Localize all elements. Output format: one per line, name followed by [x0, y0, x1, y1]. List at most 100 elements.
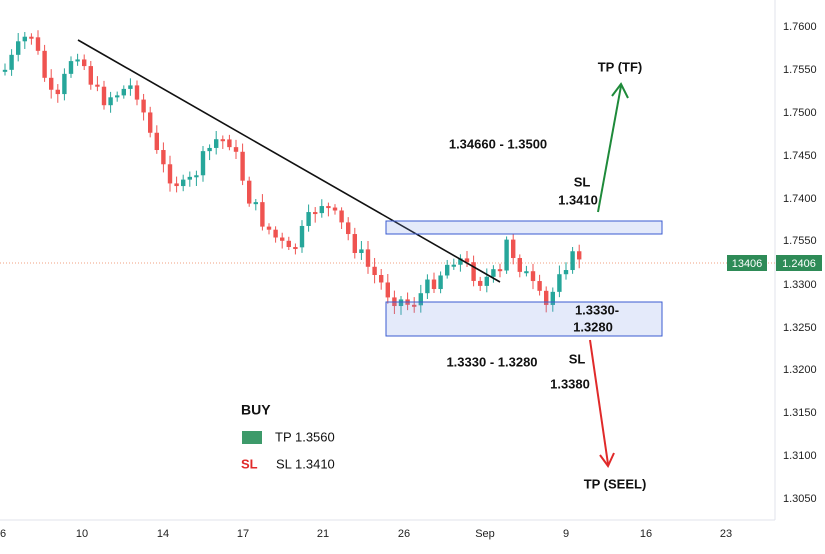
annotation: SL [569, 351, 586, 366]
candle-body [412, 304, 417, 307]
annotation: TP (SEEL) [584, 476, 647, 491]
candle-body [385, 282, 390, 298]
candle-body [115, 95, 120, 98]
candle-body [22, 36, 27, 42]
price-label: 1.3250 [783, 322, 817, 334]
time-label: 10 [76, 528, 88, 540]
candle-body [55, 89, 60, 95]
candle-body [181, 179, 186, 187]
price-label: 1.3150 [783, 407, 817, 419]
candle-body [431, 279, 437, 290]
support-zone [385, 301, 663, 337]
price-label: 1.3050 [783, 493, 817, 505]
candle-body [253, 202, 258, 205]
candle-body [346, 222, 351, 235]
candle-body [544, 290, 549, 305]
candle-body [550, 291, 555, 305]
time-label: 6 [0, 528, 6, 540]
candle-body [233, 147, 239, 152]
candle-body [379, 275, 384, 283]
bid-tag-bg [727, 255, 767, 271]
candle-body [187, 176, 192, 180]
candle-body [200, 151, 206, 176]
candle-body [207, 147, 212, 152]
time-label: 26 [398, 528, 410, 540]
candle-body [273, 229, 278, 238]
candle-body [35, 37, 41, 51]
legend-sl-icon: SL [241, 456, 258, 471]
candle-body [537, 281, 542, 291]
candle-body [471, 262, 476, 281]
candle-body [418, 293, 423, 306]
candles [2, 30, 582, 315]
candle-body [240, 151, 245, 181]
down-arrow-head [599, 452, 615, 468]
candle-body [227, 139, 232, 148]
candle-body [174, 183, 179, 187]
up-arrow-head [611, 82, 629, 99]
annotation: 1.3330- [575, 302, 619, 317]
candle-body [577, 251, 582, 260]
candle-body [365, 249, 371, 267]
candle-body [464, 258, 470, 263]
candle-body [101, 86, 107, 106]
candle-body [266, 226, 272, 230]
candle-body [398, 299, 404, 307]
candle-body [451, 264, 456, 267]
annotation: TP (TF) [598, 59, 643, 74]
candle-body [504, 239, 509, 271]
candle-body [557, 274, 562, 292]
candle-body [154, 132, 159, 151]
candle-body [458, 258, 463, 265]
candle-body [214, 139, 219, 148]
legend-title: BUY [241, 402, 271, 418]
price-label: 1.7550 [783, 64, 817, 76]
candle-body [220, 139, 225, 142]
candle-body [108, 97, 113, 106]
candle-body [293, 247, 298, 250]
price-label: 1.3100 [783, 450, 817, 462]
annotation: 1.3410 [558, 192, 598, 207]
candle-body [438, 275, 443, 290]
candle-body [49, 77, 54, 90]
candle-body [511, 239, 516, 259]
candle-body [75, 59, 80, 62]
legend-tp-swatch [242, 431, 262, 444]
price-label: 1.7400 [783, 193, 817, 205]
candle-body [372, 266, 377, 276]
candle-body [82, 59, 87, 67]
candle-body [194, 175, 199, 178]
candle-body [2, 69, 8, 72]
annotation: 1.3380 [550, 376, 590, 391]
candle-body [29, 36, 34, 39]
candle-body [563, 270, 569, 275]
candle-body [352, 234, 357, 253]
candle-body [478, 280, 483, 286]
up-arrow [597, 85, 622, 213]
candle-body [313, 212, 318, 215]
candle-body [141, 99, 146, 113]
candle-body [332, 207, 338, 211]
candle-body [491, 269, 496, 277]
candle-body [95, 84, 100, 87]
down-arrow [589, 339, 609, 465]
price-label: 1.7600 [783, 21, 817, 33]
candle-body [484, 276, 489, 286]
annotation: 1.3280 [573, 319, 613, 334]
candle-body [319, 206, 324, 214]
time-label: 21 [317, 528, 329, 540]
candle-body [530, 271, 536, 282]
candle-body [570, 251, 575, 271]
candle-body [425, 279, 430, 294]
bid-tag: 13406 [732, 258, 763, 270]
price-label: 1.3300 [783, 279, 817, 291]
candle-body [88, 66, 93, 85]
annotation: 1.34660 - 1.3500 [449, 136, 547, 151]
price-label: 1.7550 [783, 235, 817, 247]
legend-sl: SL 1.3410 [276, 456, 335, 471]
time-label: 17 [237, 528, 249, 540]
price-label: 1.3200 [783, 364, 817, 376]
candle-body [326, 206, 331, 209]
